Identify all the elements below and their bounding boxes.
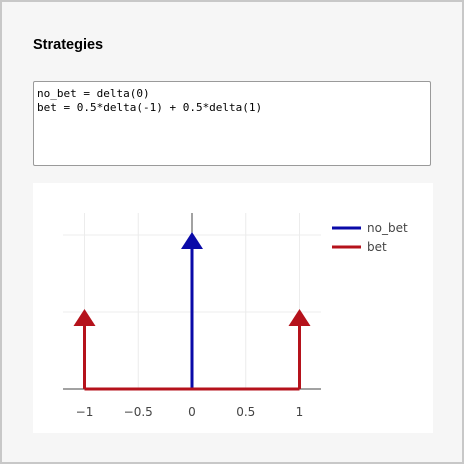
legend-label-bet: bet [367,240,387,254]
impulse-arrowhead-bet [288,309,311,326]
x-tick-label: 0 [188,405,196,419]
x-tick-label: 0.5 [236,405,255,419]
impulse-arrowhead-bet [73,309,96,326]
x-tick-label: −0.5 [124,405,153,419]
panel-title: Strategies [33,37,104,53]
editor-line-1: no_bet = delta(0) [37,87,150,100]
x-tick-label: −1 [76,405,94,419]
x-tick-label: 1 [296,405,304,419]
strategy-code-editor[interactable]: no_bet = delta(0) bet = 0.5*delta(-1) + … [33,81,431,166]
legend-label-no_bet: no_bet [367,221,408,235]
impulse-arrowhead-no_bet [181,232,203,249]
editor-lines: no_bet = delta(0) bet = 0.5*delta(-1) + … [37,87,262,115]
editor-line-2: bet = 0.5*delta(-1) + 0.5*delta(1) [37,101,263,114]
